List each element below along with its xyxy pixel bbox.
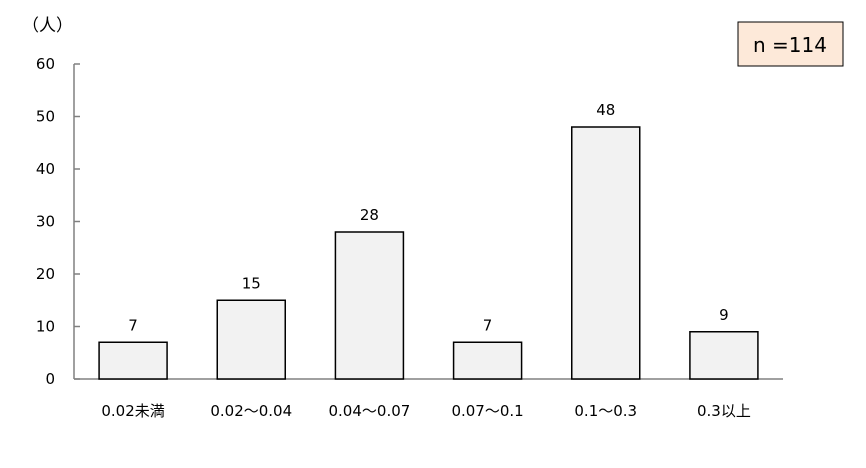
x-tick-label: 0.04〜0.07: [329, 402, 411, 420]
annotation-rect: [737, 21, 844, 67]
bar: [689, 331, 759, 380]
x-tick-label: 0.3以上: [697, 402, 751, 420]
bar: [452, 341, 523, 380]
bar: [571, 126, 641, 380]
annotation-box: n =114: [737, 21, 844, 67]
y-tick-label: 0: [45, 370, 55, 388]
y-tick-label: 60: [36, 55, 55, 73]
data-label: 48: [596, 101, 615, 119]
data-label: 7: [128, 316, 138, 334]
data-label: 9: [719, 306, 729, 324]
annotation-text: n =114: [753, 33, 827, 57]
y-tick-label: 40: [36, 160, 55, 178]
data-label: 15: [242, 274, 261, 292]
x-tick-label: 0.02未満: [101, 402, 164, 420]
y-tick-label: 10: [36, 318, 55, 336]
y-tick-label: 30: [36, 213, 55, 231]
y-axis-label: （人）: [22, 16, 73, 36]
x-tick-label: 0.07〜0.1: [451, 402, 523, 420]
data-label: 28: [360, 206, 379, 224]
y-tick-label: 50: [36, 108, 55, 126]
bar: [98, 341, 168, 380]
x-tick-label: 0.1〜0.3: [574, 402, 637, 420]
bar: [334, 231, 405, 380]
bar: [216, 299, 286, 380]
x-tick-label: 0.02〜0.04: [210, 402, 292, 420]
y-tick-label: 20: [36, 265, 55, 283]
data-label: 7: [483, 316, 493, 334]
